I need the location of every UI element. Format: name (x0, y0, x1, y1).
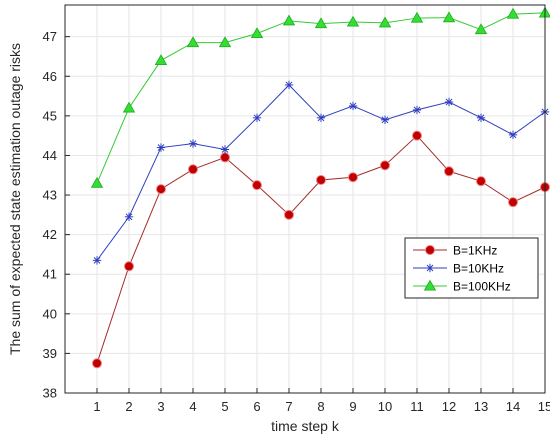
data-point (508, 197, 518, 208)
data-point (156, 143, 166, 152)
x-tick-label: 6 (253, 399, 260, 414)
x-tick-label: 8 (317, 399, 324, 414)
data-point (156, 184, 166, 195)
data-point (220, 145, 230, 154)
x-tick-label: 1 (93, 399, 100, 414)
legend-label: B=10KHz (453, 262, 504, 276)
x-tick-label: 3 (157, 399, 164, 414)
ticks: 1 2 3 4 5 6 7 8 9 10 11 12 13 14 153839404142434445464… (43, 29, 550, 414)
data-point (186, 36, 200, 48)
data-point (348, 172, 358, 183)
y-tick-label: 47 (43, 29, 57, 44)
data-point (412, 130, 422, 141)
data-point (220, 152, 230, 163)
x-tick-label: 7 (285, 399, 292, 414)
y-tick-label: 40 (43, 306, 57, 321)
data-point (252, 113, 262, 123)
y-tick-label: 45 (43, 108, 57, 123)
data-point (378, 16, 392, 28)
data-point (506, 7, 520, 19)
x-tick-label: 13 (474, 399, 488, 414)
data-point (380, 115, 390, 125)
legend-marker (425, 263, 435, 273)
y-tick-label: 46 (43, 69, 57, 84)
data-point (314, 17, 328, 29)
plot-frame (64, 4, 546, 394)
data-point (250, 27, 264, 39)
legend-item: B=1KHz (413, 244, 497, 258)
data-point (476, 113, 486, 123)
data-point (346, 15, 360, 27)
legend: B=1KHz B=10KHz B=100KHz (404, 237, 539, 299)
y-tick-label: 39 (43, 346, 57, 361)
y-tick-label: 44 (43, 148, 57, 163)
legend-item: B=100KHz (413, 280, 511, 294)
y-tick-label: 42 (43, 227, 57, 242)
data-point (380, 160, 390, 171)
data-point (92, 358, 102, 369)
y-axis-label: The sum of expected state estimation out… (7, 43, 23, 355)
data-point (90, 176, 104, 188)
data-point (218, 36, 232, 48)
data-point (154, 54, 168, 65)
series-0 (92, 130, 550, 369)
data-point (412, 105, 422, 115)
series-group (90, 6, 550, 369)
legend-marker (425, 245, 435, 255)
data-point (284, 209, 294, 220)
data-point (282, 14, 296, 26)
x-tick-label: 12 (442, 399, 456, 414)
y-tick-label: 41 (43, 267, 57, 282)
data-point (476, 176, 486, 187)
data-point (444, 166, 454, 177)
series-1 (92, 80, 550, 265)
series-2 (90, 6, 550, 188)
data-point (188, 139, 198, 148)
x-tick-label: 9 (349, 399, 356, 414)
legend-label: B=100KHz (453, 280, 511, 294)
x-tick-label: 15 (538, 399, 550, 414)
x-axis-label: time step k (271, 418, 340, 434)
data-point (188, 164, 198, 175)
data-point (348, 101, 358, 111)
data-point (442, 11, 456, 23)
x-tick-label: 14 (506, 399, 520, 414)
data-point (122, 101, 136, 113)
data-point (474, 23, 488, 35)
legend-label: B=1KHz (453, 244, 497, 258)
x-tick-label: 11 (410, 399, 424, 414)
data-point (124, 212, 134, 222)
x-tick-label: 2 (125, 399, 132, 414)
data-point (92, 256, 102, 265)
data-point (410, 11, 424, 23)
x-tick-label: 5 (221, 399, 228, 414)
data-point (284, 80, 294, 90)
data-point (124, 261, 134, 272)
data-point (508, 130, 518, 140)
data-point (316, 113, 326, 123)
x-tick-label: 10 (378, 399, 392, 414)
y-tick-label: 43 (43, 188, 57, 203)
y-tick-label: 38 (43, 386, 57, 401)
data-point (316, 174, 326, 185)
data-point (252, 180, 262, 191)
data-point (444, 97, 454, 107)
legend-marker (423, 279, 437, 291)
legend-item: B=10KHz (413, 262, 504, 276)
x-tick-label: 4 (189, 399, 196, 414)
